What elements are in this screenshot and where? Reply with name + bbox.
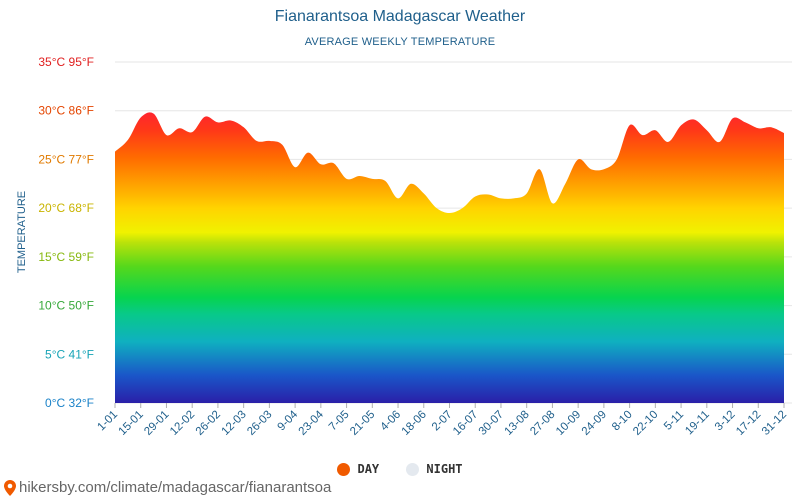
night-temperature-area [115,238,784,403]
x-tick-label: 30-07 [477,409,506,438]
y-tick-label: 25°C 77°F [38,152,94,166]
x-axis-ticks [114,403,785,408]
x-tick-label: 13-08 [503,409,532,438]
map-pin-icon [4,479,16,496]
day-dot-icon [337,462,351,476]
legend-item-day[interactable]: DAY [337,462,379,476]
x-tick-label: 18-06 [400,409,429,438]
x-tick-label: 21-05 [348,409,377,438]
source-text: hikersby.com/climate/madagascar/fianaran… [19,479,332,496]
x-tick-label: 31-12 [760,409,789,438]
temperature-chart: 0°C 32°F 5°C 41°F 10°C 50°F 15°C 59°F 20°C 6… [16,55,792,438]
y-tick-label: 10°C 50°F [38,299,94,313]
y-tick-label: 5°C 41°F [45,347,94,361]
x-tick-label: 24-09 [580,409,609,438]
legend: DAY NIGHT [0,462,800,479]
x-tick-label: 10-09 [554,409,583,438]
x-tick-label: 19-11 [683,409,712,438]
y-axis-title: TEMPERATURE [16,191,28,273]
night-dot-icon [406,462,420,476]
chart-subtitle: AVERAGE WEEKLY TEMPERATURE [304,36,496,48]
x-tick-label: 15-01 [117,409,146,438]
y-tick-label: 20°C 68°F [38,201,94,215]
legend-night-label: NIGHT [426,462,463,476]
x-tick-label: 23-04 [297,408,327,438]
chart-title: Fianarantsoa Madagascar Weather [274,8,526,25]
x-tick-label: 17-12 [734,409,763,438]
y-tick-label: 15°C 59°F [38,250,94,264]
x-tick-label: 16-07 [451,409,480,438]
x-tick-label: 12-03 [219,409,248,438]
x-tick-label: 29-01 [142,409,171,438]
source-link[interactable]: hikersby.com/climate/madagascar/fianaran… [4,479,331,496]
x-tick-label: 26-02 [194,409,223,438]
x-tick-label: 26-03 [245,409,274,438]
x-tick-label: 27-08 [528,409,557,438]
x-tick-label: 22-10 [631,409,660,438]
legend-item-night[interactable]: NIGHT [406,462,463,476]
y-tick-label: 0°C 32°F [45,396,94,410]
y-axis-labels: 0°C 32°F 5°C 41°F 10°C 50°F 15°C 59°F 20°C 6… [38,55,94,410]
legend-day-label: DAY [357,462,380,476]
y-tick-label: 30°C 86°F [38,104,94,118]
x-tick-label: 12-02 [168,409,197,438]
y-tick-label: 35°C 95°F [38,55,94,69]
